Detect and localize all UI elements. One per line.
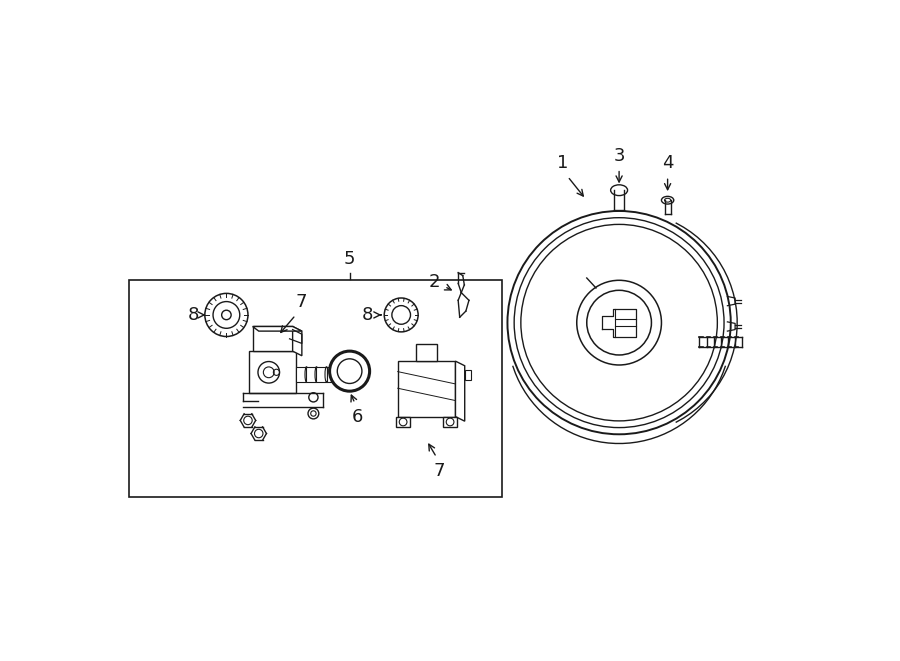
Text: 7: 7 bbox=[295, 293, 307, 311]
Bar bbox=[317, 367, 327, 382]
Circle shape bbox=[205, 293, 248, 336]
Bar bbox=[443, 416, 457, 428]
Bar bbox=[327, 367, 337, 382]
Bar bbox=[464, 370, 471, 379]
Bar bbox=[396, 416, 410, 428]
Circle shape bbox=[338, 359, 362, 383]
Polygon shape bbox=[292, 327, 302, 356]
Text: 5: 5 bbox=[344, 250, 356, 268]
Circle shape bbox=[309, 393, 318, 402]
Bar bbox=[398, 361, 455, 416]
Bar bbox=[248, 351, 296, 393]
Circle shape bbox=[329, 351, 370, 391]
Circle shape bbox=[308, 408, 319, 419]
Text: 6: 6 bbox=[352, 408, 363, 426]
Bar bbox=[296, 367, 307, 382]
Ellipse shape bbox=[610, 185, 627, 196]
Text: 8: 8 bbox=[187, 306, 199, 324]
Text: 8: 8 bbox=[362, 306, 373, 324]
Bar bbox=[416, 344, 437, 361]
Text: 7: 7 bbox=[434, 462, 446, 481]
Text: 3: 3 bbox=[613, 147, 625, 165]
Bar bbox=[253, 327, 292, 351]
Text: 4: 4 bbox=[662, 154, 673, 173]
Circle shape bbox=[384, 298, 419, 332]
Circle shape bbox=[258, 362, 280, 383]
Text: 2: 2 bbox=[428, 273, 440, 291]
Ellipse shape bbox=[662, 196, 674, 204]
Bar bbox=[307, 367, 317, 382]
Bar bbox=[129, 280, 502, 498]
Polygon shape bbox=[455, 361, 464, 421]
Polygon shape bbox=[253, 327, 302, 331]
Text: 1: 1 bbox=[557, 154, 569, 173]
